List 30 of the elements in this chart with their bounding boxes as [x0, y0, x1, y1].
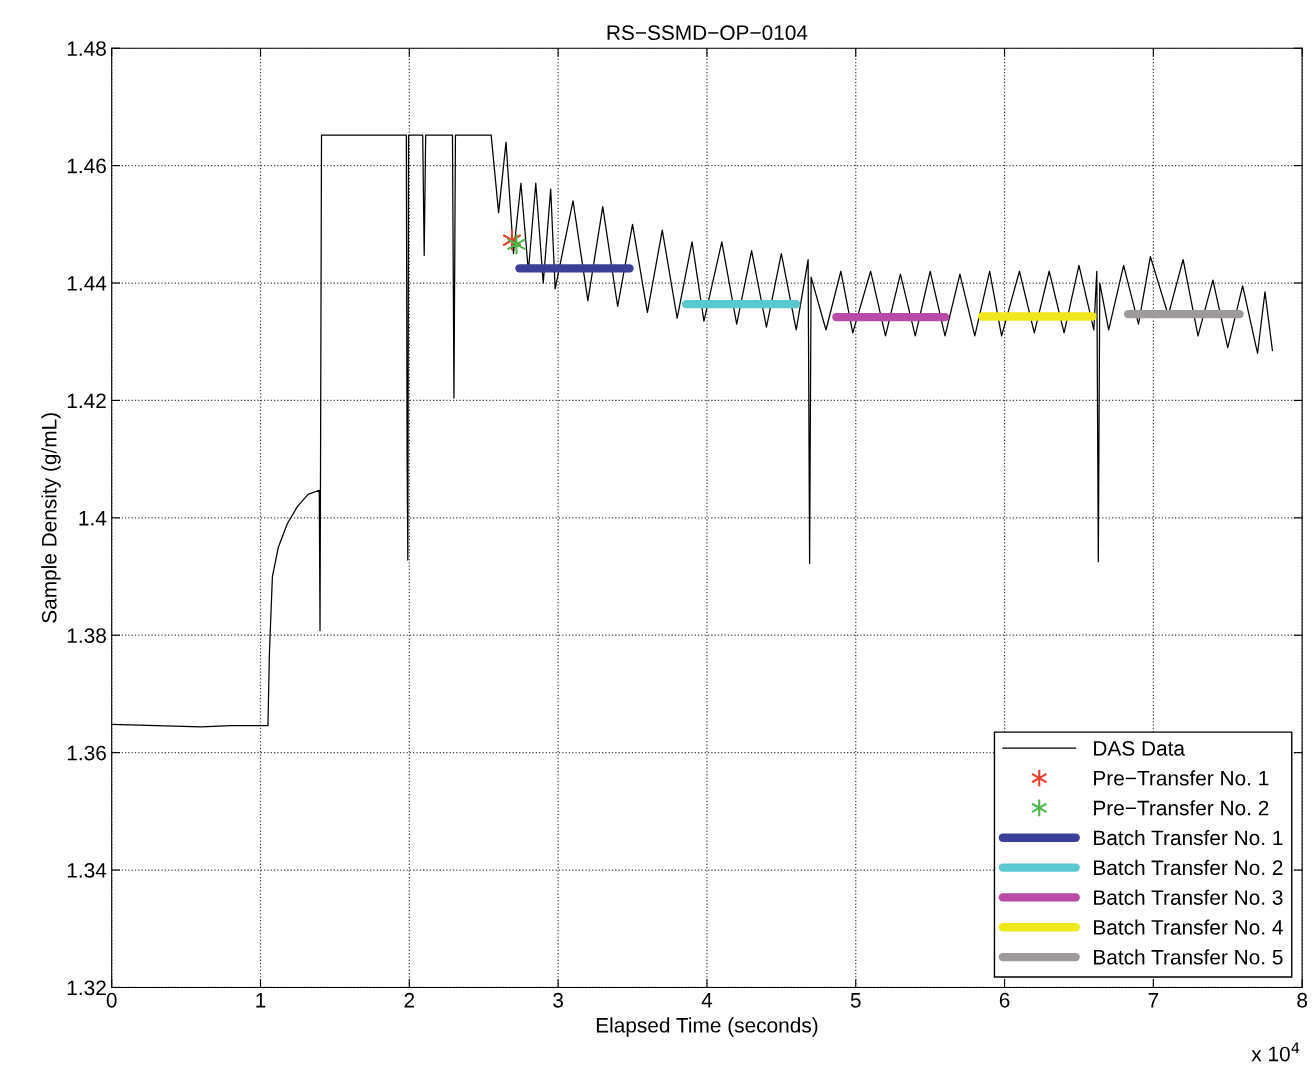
- y-tick-label: 1.42: [67, 393, 106, 408]
- x-tick-label: 7: [1148, 993, 1159, 1008]
- legend-label: DAS Data: [1094, 740, 1185, 756]
- legend-label: Batch Transfer No. 3: [1094, 889, 1283, 905]
- legend-label: Batch Transfer No. 2: [1094, 859, 1283, 876]
- legend-label: Batch Transfer No. 1: [1094, 829, 1283, 846]
- legend-label: Pre−Transfer No. 1: [1094, 770, 1269, 786]
- y-tick-label: 1.44: [67, 276, 107, 291]
- y-tick-label: 1.48: [67, 41, 106, 56]
- x-tick-label: 3: [553, 992, 563, 1008]
- x-tick-label: 6: [999, 992, 1010, 1008]
- y-tick-label: 1.4: [79, 511, 107, 526]
- y-tick-label: 1.34: [67, 863, 107, 878]
- x-tick-label: 5: [850, 993, 861, 1008]
- text: x 10$^{4}$: [1251, 1042, 1300, 1062]
- x-tick-label: 2: [404, 992, 415, 1008]
- legend-label: Batch Transfer No. 4: [1094, 919, 1283, 935]
- legend-label: Pre−Transfer No. 2: [1094, 800, 1269, 816]
- x-tick-label: 4: [701, 993, 713, 1008]
- chart-title: RS−SSMD−OP−0104: [607, 25, 808, 41]
- x-tick-label: 0: [106, 992, 117, 1008]
- y-tick-label: 1.38: [67, 628, 106, 643]
- y-tick-label: 1.46: [67, 158, 106, 174]
- y-tick-label: 1.36: [67, 745, 106, 761]
- y-tick-label: 1.32: [67, 980, 106, 996]
- x-axis-title: Elapsed Time (seconds): [596, 1017, 818, 1037]
- x-tick-label: 1: [256, 993, 266, 1008]
- x-tick-label: 8: [1297, 992, 1308, 1008]
- y-axis-title: Sample Density (g/mL): [41, 413, 61, 623]
- legend-label: Batch Transfer No. 5: [1094, 949, 1283, 965]
